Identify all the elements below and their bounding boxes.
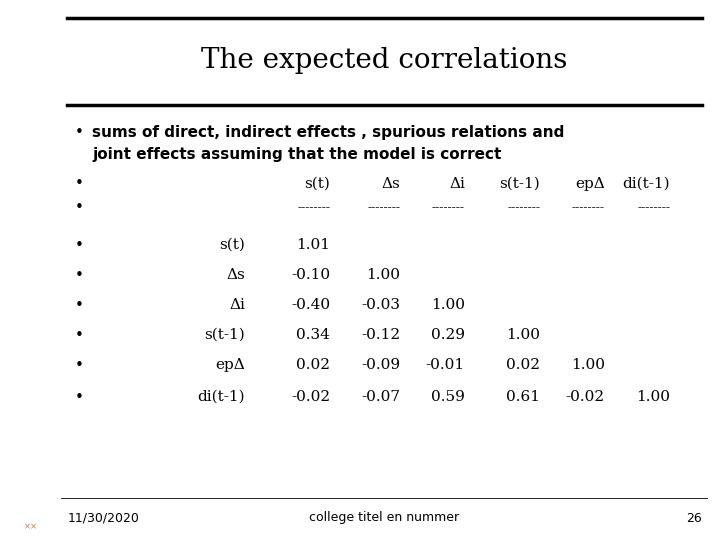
Text: --------: -------- bbox=[572, 201, 605, 214]
Text: Δi: Δi bbox=[449, 177, 465, 191]
Text: Universiteit van Amsterdam: Universiteit van Amsterdam bbox=[25, 180, 35, 339]
Text: -0.40: -0.40 bbox=[291, 298, 330, 312]
Text: s(t): s(t) bbox=[219, 238, 245, 252]
Text: 1.00: 1.00 bbox=[431, 298, 465, 312]
Text: --------: -------- bbox=[637, 201, 670, 214]
Text: --------: -------- bbox=[507, 201, 540, 214]
Text: di(t-1): di(t-1) bbox=[622, 177, 670, 191]
Text: 1.00: 1.00 bbox=[636, 390, 670, 404]
Text: -0.10: -0.10 bbox=[291, 268, 330, 282]
Text: ××: ×× bbox=[24, 522, 37, 531]
Text: sums of direct, indirect effects , spurious relations and: sums of direct, indirect effects , spuri… bbox=[92, 125, 564, 140]
Text: Δs: Δs bbox=[382, 177, 400, 191]
Text: 0.59: 0.59 bbox=[431, 390, 465, 404]
Text: •: • bbox=[75, 125, 84, 140]
Text: -0.02: -0.02 bbox=[566, 390, 605, 404]
Text: s(t-1): s(t-1) bbox=[499, 177, 540, 191]
Text: 1.00: 1.00 bbox=[366, 268, 400, 282]
Text: 26: 26 bbox=[685, 511, 701, 524]
Text: •: • bbox=[75, 298, 84, 313]
Text: -0.02: -0.02 bbox=[291, 390, 330, 404]
Text: 0.29: 0.29 bbox=[431, 328, 465, 342]
Text: •: • bbox=[75, 200, 84, 215]
Text: --------: -------- bbox=[432, 201, 465, 214]
Text: 1.00: 1.00 bbox=[571, 358, 605, 372]
Text: •: • bbox=[75, 267, 84, 282]
Text: The expected correlations: The expected correlations bbox=[202, 46, 567, 73]
Text: --------: -------- bbox=[297, 201, 330, 214]
Text: -0.01: -0.01 bbox=[426, 358, 465, 372]
Text: --------: -------- bbox=[367, 201, 400, 214]
Text: -0.03: -0.03 bbox=[361, 298, 400, 312]
Text: 0.02: 0.02 bbox=[296, 358, 330, 372]
Text: epΔ: epΔ bbox=[575, 177, 605, 191]
Text: 1.00: 1.00 bbox=[506, 328, 540, 342]
Text: •: • bbox=[75, 327, 84, 342]
Text: U: U bbox=[24, 500, 37, 515]
Text: -0.07: -0.07 bbox=[361, 390, 400, 404]
Text: -0.09: -0.09 bbox=[361, 358, 400, 372]
Text: •: • bbox=[75, 177, 84, 192]
Text: -0.12: -0.12 bbox=[361, 328, 400, 342]
Text: epΔ: epΔ bbox=[215, 358, 245, 372]
Text: 1.01: 1.01 bbox=[296, 238, 330, 252]
Text: 11/30/2020: 11/30/2020 bbox=[68, 511, 140, 524]
Text: 0.34: 0.34 bbox=[296, 328, 330, 342]
Text: 0.02: 0.02 bbox=[506, 358, 540, 372]
Text: •: • bbox=[75, 389, 84, 404]
Text: •: • bbox=[75, 238, 84, 253]
Text: 0.61: 0.61 bbox=[506, 390, 540, 404]
Text: •: • bbox=[75, 357, 84, 373]
Text: college titel en nummer: college titel en nummer bbox=[310, 511, 459, 524]
Text: di(t-1): di(t-1) bbox=[197, 390, 245, 404]
Text: s(t): s(t) bbox=[304, 177, 330, 191]
Text: s(t-1): s(t-1) bbox=[204, 328, 245, 342]
Text: Δi: Δi bbox=[229, 298, 245, 312]
Text: joint effects assuming that the model is correct: joint effects assuming that the model is… bbox=[92, 147, 501, 163]
Text: Δs: Δs bbox=[226, 268, 245, 282]
